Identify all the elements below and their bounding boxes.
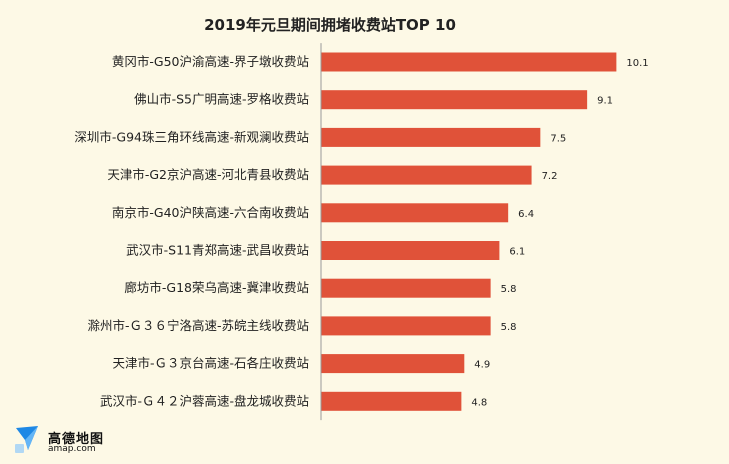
bar [321,90,588,110]
value-label: 10.1 [626,58,648,69]
bar [321,203,509,223]
bar [321,391,462,411]
value-label: 7.2 [542,171,558,182]
category-label: 南京市-G40沪陕高速-六合南收费站 [112,205,309,220]
bar [321,316,491,336]
category-label: 佛山市-S5广明高速-罗格收费站 [134,92,309,107]
bar [321,354,465,374]
category-label: 滁州市-Ｇ３６宁洛高速-苏皖主线收费站 [87,318,309,333]
category-label: 廊坊市-G18荣乌高速-冀津收费站 [124,280,309,295]
logo-name: 高德地图 [48,432,105,447]
value-label: 6.4 [518,209,534,220]
value-label: 5.8 [501,322,517,333]
category-label: 武汉市-Ｇ４２沪蓉高速-盘龙城收费站 [100,393,309,408]
amap-logo-icon [15,426,38,453]
bar [321,52,617,72]
value-label: 4.8 [471,397,487,408]
category-label: 黄冈市-G50沪渝高速-界子墩收费站 [112,54,309,69]
category-label: 天津市-G2京沪高速-河北青县收费站 [107,167,309,182]
bar [321,241,500,260]
value-label: 4.9 [474,360,490,371]
logo-url: amap.com [48,444,96,454]
bar [321,278,491,298]
value-label: 6.1 [509,247,525,258]
value-label: 5.8 [501,284,517,295]
amap-logo: 高德地图 amap.com [14,424,124,456]
chart-title: 2019年元旦期间拥堵收费站TOP 10 [204,16,456,34]
value-label: 7.5 [550,133,566,144]
bar [321,165,532,185]
category-label: 深圳市-G94珠三角环线高速-新观澜收费站 [74,129,309,144]
category-label: 天津市-Ｇ３京台高速-石各庄收费站 [112,356,309,371]
bar [321,127,541,147]
value-label: 9.1 [597,96,613,107]
category-label: 武汉市-S11青郑高速-武昌收费站 [126,243,309,258]
